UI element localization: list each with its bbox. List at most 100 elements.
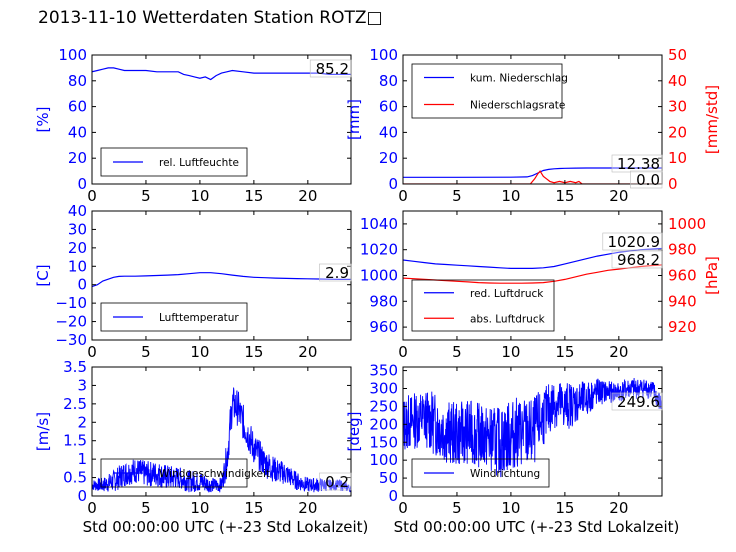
series-line-wind-speed-0 xyxy=(92,387,351,493)
x-tick-label: 0 xyxy=(87,499,97,517)
legend-label: Lufttemperatur xyxy=(159,312,239,324)
y-tick-label: 80 xyxy=(68,72,87,90)
legend-label: rel. Luftfeuchte xyxy=(159,157,239,169)
y-tick-label-right: 40 xyxy=(668,72,687,90)
y-tick-label: −20 xyxy=(55,313,87,331)
chart-panel-temperature: 0 5 10 15 20−30−20−10010203040[C]Lufttempera… xyxy=(34,202,352,361)
y-tick-label: 0 xyxy=(77,276,87,294)
y-tick-label: 30 xyxy=(68,220,87,238)
y-tick-label: 0 xyxy=(388,487,398,505)
y-tick-label-right: 940 xyxy=(668,292,697,310)
x-tick-label: 5 xyxy=(452,187,462,205)
legend: Windrichtung xyxy=(411,458,550,488)
x-tick-label: 0 xyxy=(87,187,97,205)
legend: Lufttemperatur xyxy=(100,302,248,332)
series-line-pressure-1 xyxy=(403,264,662,284)
value-readout-label: 12.38 xyxy=(617,155,660,173)
value-readout-box xyxy=(630,170,663,189)
value-readout-label: 2.9 xyxy=(325,264,349,282)
y-tick-label-right: 1000 xyxy=(668,215,706,233)
legend-box xyxy=(411,279,555,332)
series-line-temperature-0 xyxy=(92,272,351,288)
y-tick-label: 60 xyxy=(68,98,87,116)
x-tick-label: 10 xyxy=(501,187,520,205)
x-tick-label: 5 xyxy=(141,343,151,361)
y-tick-label: 0 xyxy=(77,175,87,193)
y-tick-label: 2 xyxy=(77,413,87,431)
legend-label: Niederschlagsrate xyxy=(470,100,565,112)
y-tick-label: 100 xyxy=(369,46,398,64)
series-line-pressure-0 xyxy=(403,247,662,269)
x-tick-label: 0 xyxy=(398,343,408,361)
figure-title: 2013-11-10 Wetterdaten Station ROTZ□ xyxy=(38,8,383,28)
x-tick-label: 15 xyxy=(555,187,574,205)
y-tick-label: −30 xyxy=(55,331,87,349)
y-axis-label: [m/s] xyxy=(34,412,52,451)
y-axis-label: [C] xyxy=(34,264,52,286)
y-tick-label: 80 xyxy=(379,72,398,90)
value-readout-box xyxy=(611,154,663,173)
y-axis-label-right: [hPa] xyxy=(703,256,721,295)
series-line-wind-direction-0 xyxy=(403,377,662,478)
x-tick-label: 20 xyxy=(298,343,317,361)
value-readout-box xyxy=(611,250,663,269)
y-tick-label: 1000 xyxy=(360,267,398,285)
legend-box xyxy=(411,458,550,488)
legend: red. Luftdruck abs. Luftdruck xyxy=(411,279,555,332)
y-tick-label: 10 xyxy=(68,257,87,275)
y-tick-label: 100 xyxy=(58,46,87,64)
y-tick-label-right: 980 xyxy=(668,241,697,259)
plot-frame xyxy=(91,54,352,185)
y-tick-label: 150 xyxy=(369,433,398,451)
x-tick-label: 20 xyxy=(298,187,317,205)
y-tick-label: 0 xyxy=(77,487,87,505)
value-readout-box xyxy=(319,263,352,282)
value-readout-box xyxy=(611,392,663,411)
y-tick-label: 3 xyxy=(77,376,87,394)
value-readout-label: 968.2 xyxy=(617,251,660,269)
x-tick-label: 20 xyxy=(609,499,628,517)
value-readout-label: 85.2 xyxy=(316,60,349,78)
y-axis-label: [mm] xyxy=(345,99,363,140)
series-line-humidity-0 xyxy=(92,67,351,81)
y-tick-label: 1 xyxy=(77,450,87,468)
y-tick-label: 3.5 xyxy=(63,358,87,376)
missing-glyph-icon: □ xyxy=(366,8,383,28)
value-readout-box xyxy=(602,232,663,251)
y-tick-label: 40 xyxy=(379,123,398,141)
series-line-precipitation-1 xyxy=(403,170,662,184)
chart-panel-wind-speed: 0 5 10 15 20 00.511.522.533.5 [m/s] Std 00:00:0… xyxy=(34,358,368,536)
y-tick-label: 350 xyxy=(369,362,398,380)
y-tick-label: −10 xyxy=(55,294,87,312)
legend-label: Windrichtung xyxy=(470,468,540,480)
y-tick-label: 1020 xyxy=(360,241,398,259)
chart-panel-humidity: 0 5 10 15 20 0 20 40 60 80 100 [%] rel. Luftfeuchte 8… xyxy=(34,46,352,205)
legend-label: red. Luftdruck xyxy=(470,288,544,300)
y-axis-label: [deg] xyxy=(345,412,363,452)
legend-box xyxy=(100,147,248,177)
y-tick-label: 60 xyxy=(379,98,398,116)
value-readout-box xyxy=(309,59,352,78)
x-tick-label: 0 xyxy=(87,343,97,361)
y-tick-label: 960 xyxy=(369,318,398,336)
x-tick-label: 15 xyxy=(555,499,574,517)
plot-frame xyxy=(91,366,352,497)
x-axis-label: Std 00:00:00 UTC (+-23 Std Lokalzeit) xyxy=(394,518,680,536)
y-tick-label: 1.5 xyxy=(63,432,87,450)
x-tick-label: 10 xyxy=(190,187,209,205)
x-tick-label: 10 xyxy=(501,499,520,517)
y-tick-label: 200 xyxy=(369,415,398,433)
y-tick-label: 20 xyxy=(379,149,398,167)
value-readout-label: 0.0 xyxy=(636,171,660,189)
x-tick-label: 0 xyxy=(398,187,408,205)
legend: Windgeschwindigkeit xyxy=(100,458,270,488)
y-tick-label-right: 10 xyxy=(668,149,687,167)
legend-box xyxy=(411,63,563,119)
legend-label: kum. Niederschlag xyxy=(470,73,568,85)
legend: rel. Luftfeuchte xyxy=(100,147,248,177)
chart-panel-precipitation: 0 5 10 15 20 0 20 40 60 80 100 0 10 20 30 40 50 [mm] [mm/s… xyxy=(345,46,721,205)
series-line-precipitation-0 xyxy=(403,167,662,178)
value-readout-label: 0.2 xyxy=(325,473,349,491)
legend-label: abs. Luftdruck xyxy=(470,313,546,325)
